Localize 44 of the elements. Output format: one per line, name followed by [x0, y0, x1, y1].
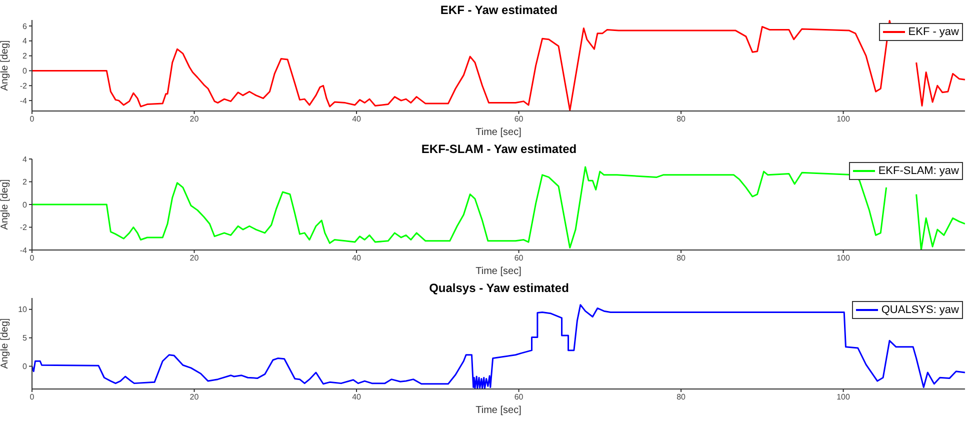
- y-tick-label: 0: [22, 66, 28, 76]
- y-axis-title: Angle [deg]: [0, 318, 11, 369]
- chart-title: EKF-SLAM - Yaw estimated: [420, 142, 578, 156]
- x-tick-label: 40: [352, 114, 362, 124]
- y-tick-label: -4: [20, 246, 28, 255]
- x-tick-label: 0: [30, 114, 35, 124]
- x-tick-label: 100: [836, 254, 851, 263]
- y-tick-label: 4: [22, 36, 28, 46]
- x-tick-label: 20: [190, 254, 200, 263]
- x-tick-label: 100: [836, 392, 851, 402]
- y-tick-label: -4: [20, 96, 28, 106]
- x-tick-label: 0: [30, 392, 35, 402]
- y-tick-label: 5: [22, 334, 28, 343]
- x-tick-label: 40: [352, 254, 362, 263]
- x-axis-title: Time [sec]: [476, 405, 522, 416]
- y-tick-label: 4: [22, 154, 28, 164]
- x-tick-label: 80: [676, 254, 686, 263]
- chart-title: EKF - Yaw estimated: [439, 3, 559, 17]
- y-axis-title: Angle [deg]: [0, 178, 11, 230]
- x-tick-label: 100: [836, 114, 851, 124]
- x-tick-label: 20: [190, 392, 200, 402]
- chart-title: Qualsys - Yaw estimated: [428, 281, 570, 295]
- y-tick-label: -2: [20, 81, 28, 90]
- y-tick-label: -2: [20, 223, 28, 232]
- y-axis-title: Angle [deg]: [0, 40, 11, 91]
- legend-label: EKF-SLAM: yaw: [878, 164, 959, 178]
- y-tick-label: 10: [18, 305, 28, 314]
- y-tick-label: 0: [22, 362, 28, 372]
- y-tick-label: 6: [22, 22, 28, 31]
- x-tick-label: 60: [514, 254, 524, 263]
- legend-label: EKF - yaw: [908, 25, 959, 39]
- x-axis-title: Time [sec]: [476, 266, 522, 277]
- legend-label: QUALSYS: yaw: [881, 303, 959, 317]
- y-tick-label: 2: [22, 52, 28, 61]
- x-tick-label: 60: [514, 392, 524, 402]
- x-tick-label: 60: [514, 114, 524, 124]
- y-tick-label: 0: [22, 200, 28, 210]
- x-tick-label: 20: [190, 114, 200, 124]
- x-axis-title: Time [sec]: [476, 127, 522, 138]
- x-tick-label: 40: [352, 392, 362, 402]
- x-tick-label: 80: [676, 114, 686, 124]
- y-tick-label: 2: [22, 178, 28, 187]
- x-tick-label: 80: [676, 392, 686, 402]
- x-tick-label: 0: [30, 254, 35, 263]
